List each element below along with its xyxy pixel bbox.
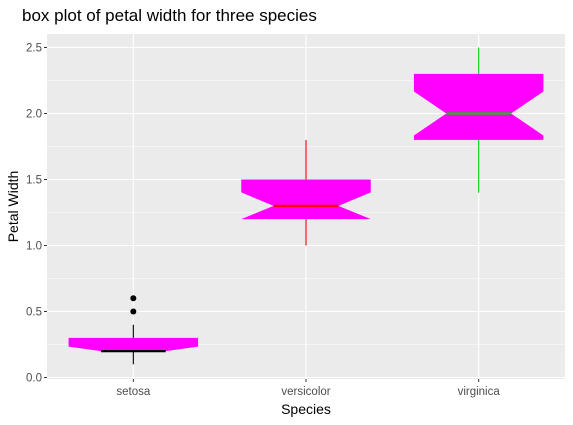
outlier-point	[130, 308, 137, 315]
y-tick-label: 1.5	[26, 175, 42, 187]
x-tick-label: virginica	[458, 386, 501, 398]
x-tick-label: versicolor	[281, 386, 330, 398]
y-tick-label: 2.5	[26, 43, 42, 55]
box-body	[413, 73, 544, 140]
y-tick-label: 2.0	[26, 109, 42, 121]
box-versicolor	[241, 139, 371, 246]
outlier-point	[130, 295, 137, 302]
chart-title: box plot of petal width for three specie…	[22, 6, 317, 25]
y-axis-title: Petal Width	[5, 171, 21, 243]
x-axis: setosa versicolor virginica	[116, 379, 500, 398]
y-tick-label: 1.0	[26, 241, 42, 253]
box-setosa	[68, 295, 199, 365]
y-tick-label: 0.0	[26, 373, 42, 385]
x-tick-label: setosa	[116, 386, 150, 398]
box-body	[68, 337, 199, 352]
box-virginica	[413, 47, 544, 193]
x-axis-title: Species	[281, 401, 331, 417]
box-series	[68, 47, 544, 365]
box-body	[241, 179, 371, 220]
y-tick-label: 0.5	[26, 307, 42, 319]
y-axis: 0.0 0.5 1.0 1.5 2.0 2.5	[26, 43, 47, 385]
